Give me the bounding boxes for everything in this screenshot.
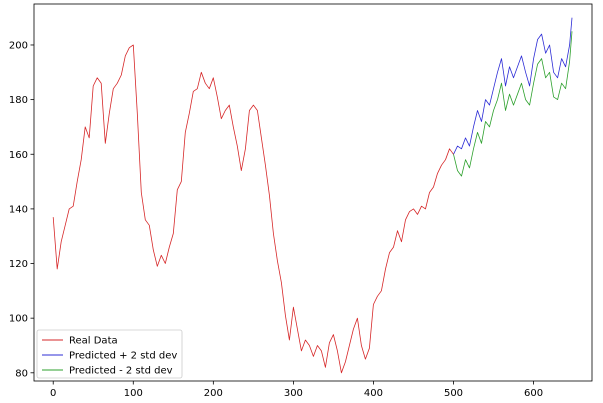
series-line-predicted-plus [453,17,573,155]
legend-box [36,329,183,379]
series-lines [52,17,573,374]
y-tick-label: 200 [9,40,28,51]
x-tick-label: 500 [444,388,463,399]
legend-label: Predicted + 2 std dev [69,351,177,362]
legend: Real Data Predicted + 2 std dev Predicted … [36,329,183,379]
series-line-real-data [52,44,454,374]
series-line-predicted-minus [453,31,573,177]
x-tick-label: 0 [50,388,56,399]
y-tick-label: 80 [15,368,28,379]
x-axis: 0 100 200 300 400 500 600 [50,381,543,399]
y-tick-label: 160 [9,150,28,161]
y-tick-label: 180 [9,95,28,106]
x-tick-label: 100 [124,388,143,399]
legend-label: Real Data [69,336,118,347]
legend-label: Predicted - 2 std dev [69,366,173,377]
x-tick-label: 400 [364,388,383,399]
y-axis: 80 100 120 140 160 180 200 [9,40,34,379]
y-tick-label: 100 [9,314,28,325]
x-tick-label: 300 [284,388,303,399]
x-tick-label: 200 [204,388,223,399]
x-tick-label: 600 [524,388,543,399]
y-tick-label: 140 [9,204,28,215]
plot-area [33,3,593,382]
y-tick-label: 120 [9,259,28,270]
